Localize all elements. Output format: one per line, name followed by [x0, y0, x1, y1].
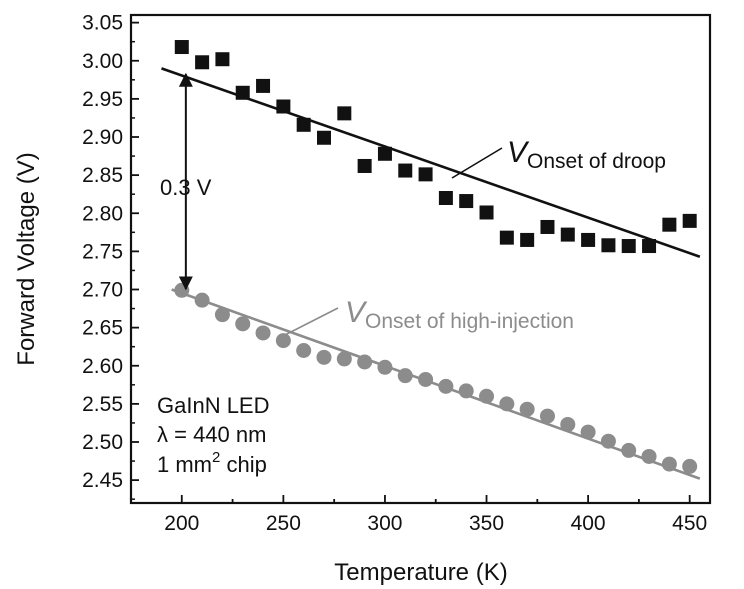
droop-data-point — [561, 228, 575, 242]
x-tick-label: 250 — [266, 512, 301, 535]
droop-data-point — [297, 118, 311, 132]
droop-data-point — [215, 52, 229, 66]
high-injection-data-point — [377, 360, 392, 375]
droop-data-point — [601, 238, 615, 252]
high-injection-data-point — [601, 434, 616, 449]
high-injection-data-point — [621, 443, 636, 458]
droop-data-point — [581, 233, 595, 247]
fit-label-leader — [283, 308, 338, 336]
y-axis-title: Forward Voltage (V) — [13, 152, 40, 365]
droop-data-point — [520, 233, 534, 247]
annotations: 0.3 V GaInN LED λ = 440 nm1 mm2 chip — [157, 74, 270, 477]
high-injection-data-point — [296, 343, 311, 358]
wavelength-label: λ = 440 nm — [157, 422, 266, 447]
x-tick-label: 400 — [571, 512, 606, 535]
droop-data-point — [419, 167, 433, 181]
high-injection-data-point — [357, 354, 372, 369]
droop-data-point — [622, 239, 636, 253]
y-tick-label: 3.05 — [82, 12, 123, 35]
x-tick-label: 300 — [367, 512, 402, 535]
y-tick-label: 3.00 — [82, 50, 123, 73]
high-injection-data-point — [276, 333, 291, 348]
high-injection-data-point — [418, 372, 433, 387]
y-tick-label: 2.75 — [82, 240, 123, 263]
fit-label-leader — [452, 148, 502, 178]
high-injection-data-point — [520, 402, 535, 417]
high-injection-data-point — [642, 449, 657, 464]
high-injection-data-point — [682, 459, 697, 474]
droop-data-point — [358, 159, 372, 173]
y-tick-label: 2.50 — [82, 431, 123, 454]
droop-data-point — [236, 86, 250, 100]
droop-data-point — [317, 131, 331, 145]
droop-data-point — [195, 55, 209, 69]
high-injection-data-point — [337, 351, 352, 366]
high-injection-data-point — [581, 425, 596, 440]
high-injection-data-point — [438, 379, 453, 394]
droop-data-point — [398, 164, 412, 178]
high-injection-data-point — [540, 409, 555, 424]
y-tick-label: 2.95 — [82, 88, 123, 111]
fit-label-onset-of-high-injection: VOnset of high-injection — [345, 296, 574, 333]
droop-data-point — [500, 231, 514, 245]
high-injection-data-point — [235, 316, 250, 331]
high-injection-data-point — [174, 283, 189, 298]
y-tick-label: 2.80 — [82, 202, 123, 225]
high-injection-data-point — [459, 383, 474, 398]
y-tick-label: 2.55 — [82, 393, 123, 416]
droop-data-point — [276, 100, 290, 114]
high-injection-data-point — [662, 457, 677, 472]
y-tick-label: 2.70 — [82, 279, 123, 302]
high-injection-data-point — [479, 389, 494, 404]
x-tick-label: 350 — [469, 512, 504, 535]
droop-data-point — [175, 40, 189, 54]
high-injection-data-point — [499, 396, 514, 411]
droop-data-point — [337, 106, 351, 120]
chip-size-label: 1 mm2 chip — [157, 449, 267, 477]
high-injection-data-point — [195, 293, 210, 308]
y-tick-label: 2.60 — [82, 355, 123, 378]
droop-data-point — [480, 205, 494, 219]
droop-data-point — [439, 191, 453, 205]
high-injection-data-point — [398, 368, 413, 383]
high-injection-data-point — [256, 325, 271, 340]
voltage-gap-label: 0.3 V — [160, 175, 212, 200]
y-tick-label: 2.65 — [82, 317, 123, 340]
droop-data-point — [540, 220, 554, 234]
droop-data-point — [256, 79, 270, 93]
high-injection-data-point — [560, 417, 575, 432]
y-tick-label: 2.90 — [82, 126, 123, 149]
device-label: GaInN LED — [157, 393, 270, 418]
x-tick-label: 450 — [672, 512, 707, 535]
droop-data-point — [662, 218, 676, 232]
x-tick-label: 200 — [164, 512, 199, 535]
droop-data-point — [378, 147, 392, 161]
fit-label-onset-of-droop: VOnset of droop — [507, 136, 666, 173]
x-axis: 200 250 300 350 400 450 — [131, 495, 707, 535]
x-axis-title: Temperature (K) — [334, 559, 507, 586]
y-tick-label: 2.85 — [82, 164, 123, 187]
high-injection-data-point — [317, 350, 332, 365]
y-tick-label: 2.45 — [82, 469, 123, 492]
droop-data-point — [642, 239, 656, 253]
high-injection-data-point — [215, 307, 230, 322]
droop-data-point — [459, 194, 473, 208]
droop-data-point — [683, 214, 697, 228]
